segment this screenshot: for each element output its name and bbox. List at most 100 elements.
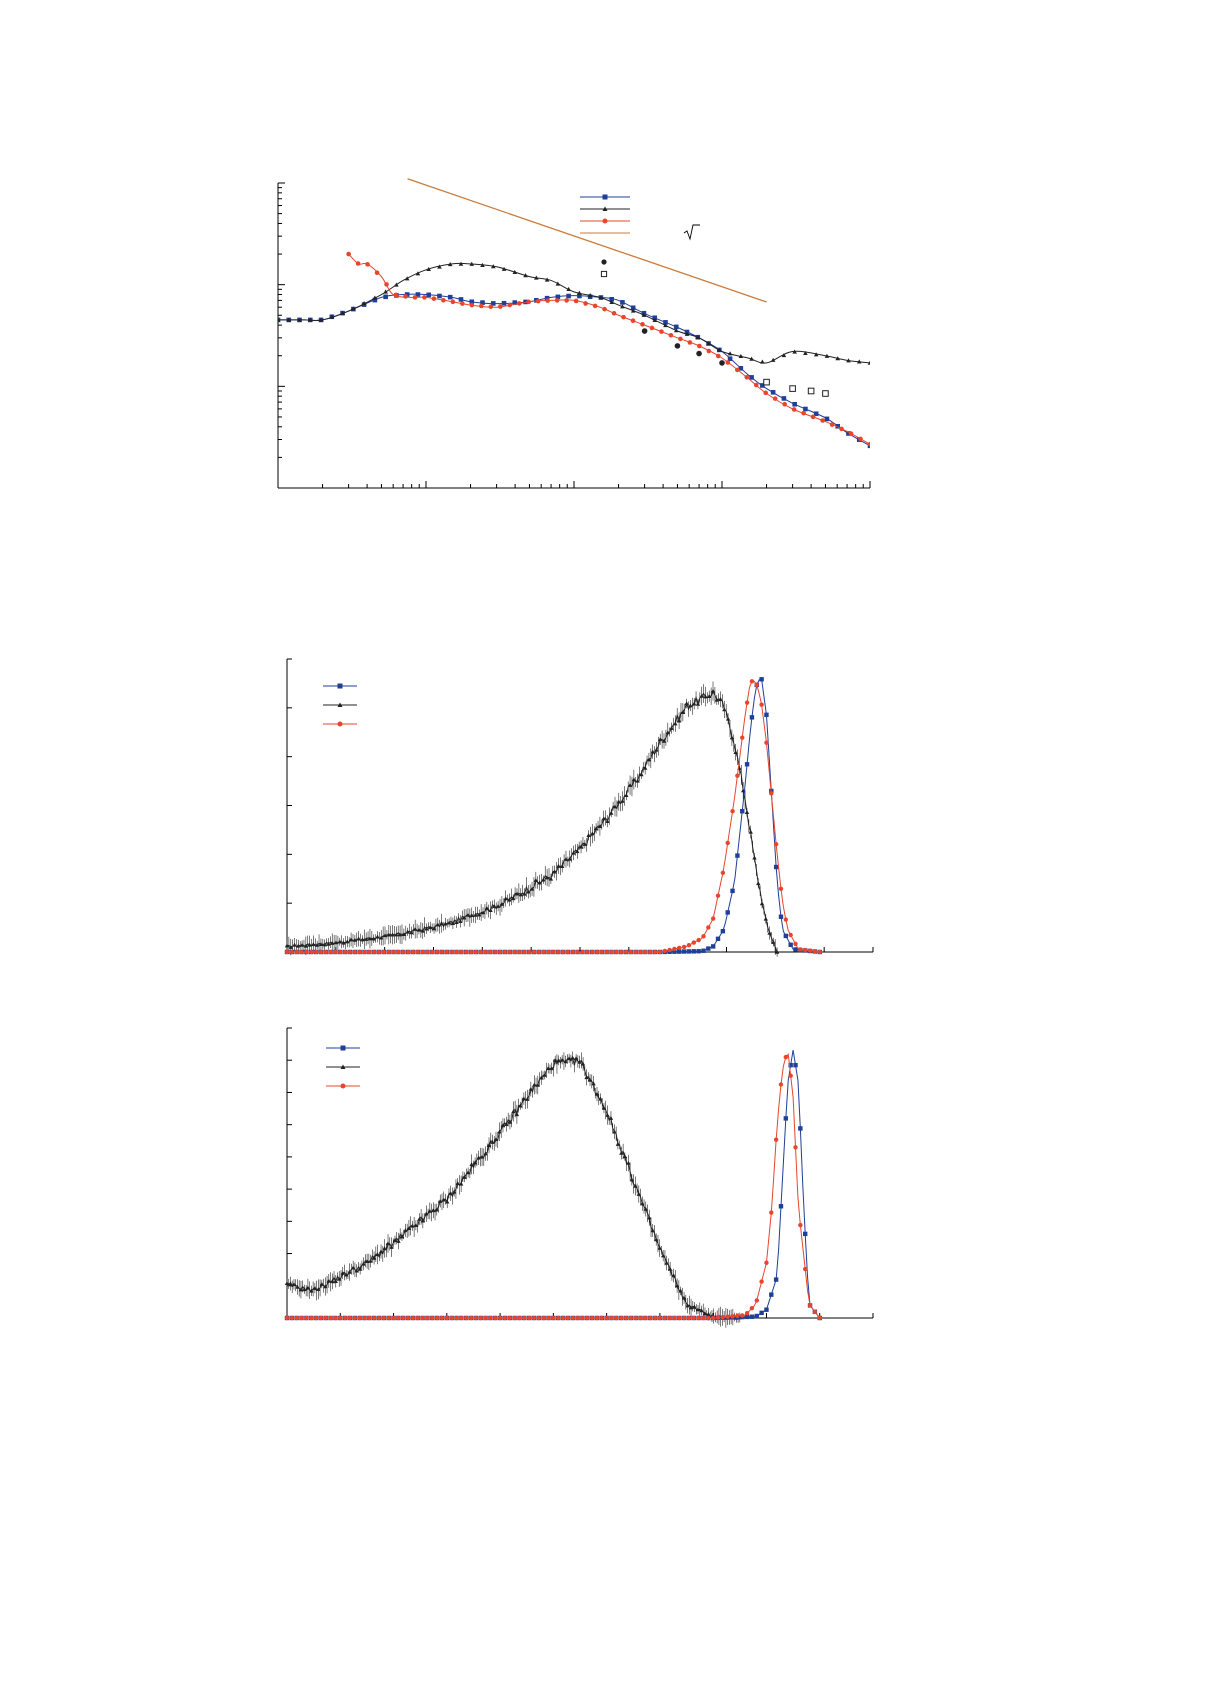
chart-1-series-blue-line <box>278 293 870 447</box>
chart-3-series-red-point <box>328 1315 333 1321</box>
chart-2-series-red-point <box>652 949 658 955</box>
chart-2-series-black-point <box>544 875 550 880</box>
chart-1-series-black-line <box>278 262 870 364</box>
chart-3-series-red-point <box>609 1315 614 1321</box>
chart-2-series-red-point <box>536 949 542 955</box>
chart-2-series-black-point <box>367 936 373 941</box>
chart-3-series-red-point <box>677 1315 682 1321</box>
chart-3-series-red-point <box>798 1222 803 1228</box>
chart-2-series-black-point <box>676 718 682 723</box>
chart-3-series-black-point <box>445 1199 450 1204</box>
chart-3-series-black-point <box>382 1246 387 1251</box>
chart-1-series-blue-point <box>490 301 496 306</box>
chart-2-series-black-point <box>665 730 670 735</box>
chart-1-series-red-point <box>839 426 844 432</box>
chart-3-series-black-point <box>566 1056 572 1061</box>
chart-3-series-black-point <box>549 1066 554 1071</box>
chart-3-series-black-point <box>643 1206 648 1211</box>
chart-1-series-red-point <box>583 301 588 306</box>
chart-3-series-black-point <box>319 1281 325 1286</box>
chart-3-series-black-point <box>563 1059 568 1064</box>
chart-2-series-red-point <box>371 949 377 955</box>
chart-3-series-black-point <box>403 1228 408 1233</box>
chart-1-series-red-point <box>374 270 380 276</box>
chart-2-series-red-point <box>381 949 387 955</box>
chart-3-series-red-point <box>425 1315 430 1321</box>
chart-3-series-black-point <box>465 1170 471 1175</box>
chart-1-series-black-point <box>501 266 507 271</box>
chart-3-series-red-point <box>735 1313 740 1319</box>
chart-2-series-black-point <box>428 925 433 930</box>
chart-2-legend-marker-2 <box>337 702 343 707</box>
chart-1-series-red-point <box>716 353 721 359</box>
chart-3-series-red-point <box>778 1082 784 1087</box>
chart-2-series-red-point <box>701 934 706 939</box>
chart-3-series-black-point <box>539 1075 544 1080</box>
chart-1-series-blue-point <box>469 299 475 305</box>
chart-2-series-red-point <box>730 809 735 814</box>
chart-1-series-blue-point <box>544 295 550 301</box>
chart-3-series-black-point <box>640 1201 645 1206</box>
chart-3-series-red-point <box>628 1315 634 1321</box>
chart-1-series-red-point <box>858 436 863 442</box>
chart-1-series-blue-point <box>738 366 744 371</box>
chart-2-series-red-point <box>323 949 328 955</box>
chart-3-series-black-point <box>340 1270 345 1275</box>
chart-3-series-red-point <box>376 1315 382 1321</box>
chart-2-series-blue-point <box>681 949 687 954</box>
chart-2-series-black-point <box>469 913 474 917</box>
chart-3-series-black-point <box>525 1096 530 1101</box>
chart-2-series-red-point <box>376 949 382 955</box>
chart-1-series-red-point <box>355 261 361 266</box>
chart-3-series-black-point <box>364 1258 370 1263</box>
chart-3-series-red-point <box>439 1315 445 1321</box>
chart-3-series-black-point <box>528 1086 534 1091</box>
chart-3-series-red-point <box>720 1314 726 1320</box>
chart-2-series-red-point <box>386 949 391 955</box>
chart-1-series-blue-point <box>749 375 754 380</box>
chart-1-series-blue-point <box>803 406 808 412</box>
chart-1-series-red-point <box>659 329 664 334</box>
chart-2-series-red-point <box>604 949 609 955</box>
chart-1-series-black-point <box>652 317 658 322</box>
chart-2-series-black-point <box>605 818 610 823</box>
chart-3-series-red-point <box>318 1315 324 1321</box>
chart-1-legend <box>580 194 700 278</box>
chart-2-series-red-point <box>517 949 522 955</box>
chart-2-series-black-point <box>382 933 388 938</box>
chart-1-series-blue-point <box>770 390 776 395</box>
chart-2-series-red-point <box>352 949 358 955</box>
chart-1-series-red-point <box>526 299 532 305</box>
chart-3-series-black-point <box>284 1281 290 1286</box>
chart-2-series-black-point <box>488 908 493 912</box>
chart-1-extra-point <box>807 387 815 395</box>
chart-3-series-red-point <box>386 1315 391 1321</box>
chart-3-series-red-point <box>706 1315 711 1321</box>
chart-3-series-black-point <box>556 1058 561 1063</box>
chart-3-series-black-point <box>420 1218 426 1223</box>
chart-2-series-black-point <box>639 772 644 777</box>
chart-2-series-red-point <box>425 949 430 955</box>
chart-1-series-black-point <box>577 290 582 295</box>
chart-2-series-black-point <box>345 939 350 944</box>
chart-3-series-red-point <box>754 1298 759 1303</box>
chart-2-series-black-point <box>733 750 738 754</box>
chart-1-series-red-point <box>365 262 370 267</box>
chart-2-series-red-point <box>706 925 711 930</box>
chart-3-series-blue-point <box>788 1062 793 1068</box>
chart-2-series-black-point <box>299 942 305 947</box>
chart-3-series-blue-point <box>773 1277 779 1282</box>
chart-2-series-blue-point <box>744 762 750 767</box>
chart-3-series-black-point <box>521 1096 527 1101</box>
chart-2-series-red-point <box>560 949 566 955</box>
chart-2-series-black-point <box>495 903 501 908</box>
chart-1-series-red-point <box>393 292 399 298</box>
chart-1-series-blue-point <box>673 324 679 330</box>
chart-3-series-red-point <box>783 1054 789 1060</box>
chart-3-series-red-point <box>357 1315 362 1321</box>
chart-1-series-black-point <box>437 264 442 269</box>
chart-1-legend-marker-2 <box>602 206 608 211</box>
chart-3-series-black-point <box>511 1109 516 1114</box>
chart-2-series-red-point <box>570 949 575 955</box>
chart-1-series-red-point <box>422 295 427 300</box>
